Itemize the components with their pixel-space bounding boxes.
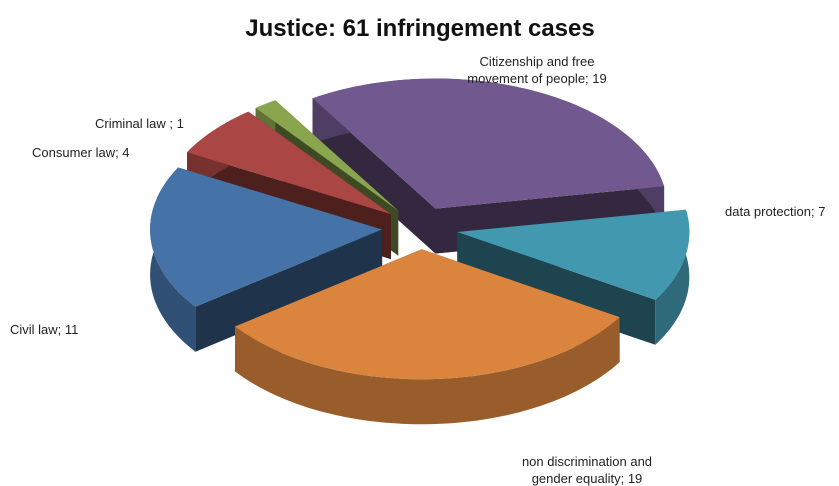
data-label: Criminal law ; 1 xyxy=(95,116,184,131)
slice-top xyxy=(255,100,399,211)
data-label: Consumer law; 4 xyxy=(32,145,130,160)
slice-top xyxy=(187,111,391,215)
data-label: Citizenship and free movement of people; … xyxy=(467,54,606,86)
data-label: data protection; 7 xyxy=(725,204,825,219)
slice-wall xyxy=(655,209,690,345)
slice-side xyxy=(312,98,436,254)
slice-top xyxy=(312,78,665,209)
data-label: Civil law; 11 xyxy=(10,322,78,337)
slice xyxy=(235,249,620,425)
slice xyxy=(150,167,383,352)
slice-top xyxy=(150,167,383,307)
chart-title: Justice: 61 infringement cases xyxy=(245,15,594,42)
labels: Citizenship and free movement of people; … xyxy=(10,54,825,486)
slice-wall xyxy=(235,317,620,425)
slice-top xyxy=(457,209,690,300)
pie xyxy=(150,78,690,425)
data-label: non discrimination and gender equality; 1… xyxy=(522,454,652,486)
slice-top xyxy=(235,249,620,380)
